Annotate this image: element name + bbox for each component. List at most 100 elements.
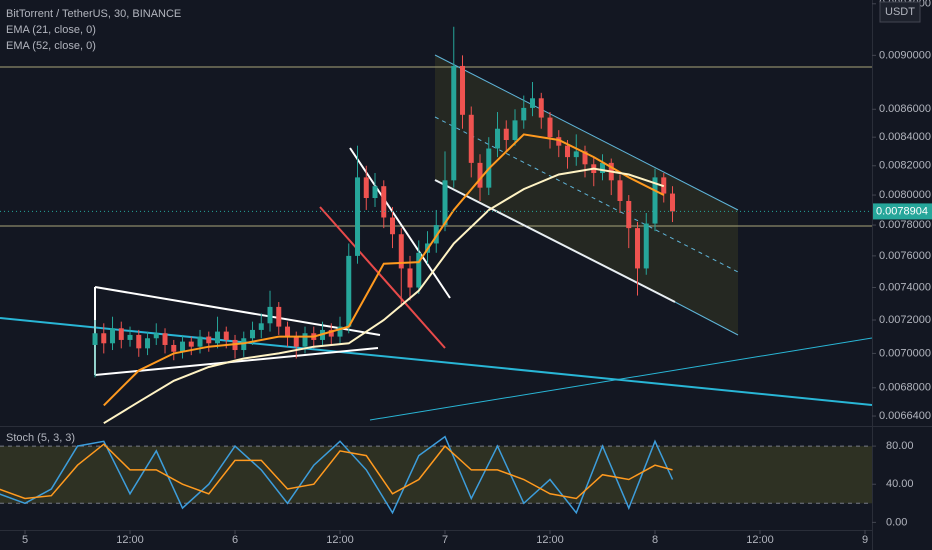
channel-mid (434, 116, 739, 273)
candle-body (355, 177, 361, 256)
candle-body (293, 336, 299, 347)
candle-body (442, 180, 448, 226)
candle-body (223, 331, 229, 340)
y-tick-label: 0.0074000 (879, 281, 931, 293)
candle-body (617, 180, 623, 201)
stoch-pane (0, 435, 872, 515)
candle-body (635, 228, 641, 269)
x-tick-label: 12:00 (116, 534, 144, 546)
candle-body (565, 145, 571, 158)
candle-body (521, 107, 527, 121)
candle-body (197, 336, 203, 347)
candle-body (188, 341, 194, 347)
candle-body (512, 120, 518, 141)
trend-line (369, 337, 872, 421)
candle-body (250, 329, 256, 339)
y-tick-label: 0.0082000 (879, 160, 931, 172)
y-tick-label: 40.00 (886, 478, 914, 490)
candle-body (547, 117, 553, 138)
candle-body (381, 186, 387, 218)
candle-body (600, 162, 606, 174)
axes: 0.0066400 0.0068000 0.0070000 0.0072000 0.00… (22, 0, 932, 546)
line-series (0, 435, 674, 515)
last-price-box (873, 203, 932, 220)
y-tick-label: 0.0070000 (879, 347, 931, 359)
y-tick-label: 80.00 (886, 440, 914, 452)
trend-line (0, 317, 872, 406)
y-tick-label: 0.0076000 (879, 250, 931, 262)
candle-body (363, 177, 369, 199)
x-tick-label: 7 (442, 534, 448, 546)
candle-body (285, 326, 291, 337)
y-tick-label: 0.0072000 (879, 314, 931, 326)
candle-body (171, 344, 177, 352)
candle-body (136, 334, 142, 349)
candle-body (180, 341, 186, 352)
candle-body (346, 255, 352, 327)
y-tick-label: 0.0078000 (879, 219, 931, 231)
candle-body (118, 328, 124, 340)
candle-body (302, 333, 308, 347)
y-tick-label: 0.0066400 (879, 410, 931, 422)
candle-body (468, 114, 474, 163)
candle-body (92, 333, 98, 345)
candle-body (127, 334, 133, 340)
candle-body (538, 98, 544, 118)
candle-body (433, 225, 439, 244)
candle-body (101, 333, 107, 344)
candle-body (206, 336, 212, 344)
candle-body (503, 128, 509, 141)
candle-body (652, 177, 658, 224)
candle-body (276, 306, 282, 327)
legend-entry: EMA (52, close, 0) (6, 40, 96, 52)
candle-body (328, 329, 334, 337)
candle-body (670, 193, 676, 212)
candle-body (267, 306, 273, 324)
channel-lower (674, 301, 739, 336)
candle-body (162, 333, 168, 345)
candle-body (530, 98, 536, 108)
y-tick-label: 0.0068000 (879, 382, 931, 394)
candle-body (407, 268, 413, 288)
line-series (103, 133, 665, 407)
x-tick-label: 12:00 (746, 534, 774, 546)
last-price-label: 0.0078904 (876, 205, 928, 217)
x-tick-label: 9 (862, 534, 868, 546)
y-tick-label: 0.0090000 (879, 49, 931, 61)
candle-body (110, 328, 116, 344)
candle-body (416, 252, 422, 288)
x-tick-label: 12:00 (536, 534, 564, 546)
candle-body (451, 65, 457, 181)
candle-body (643, 223, 649, 269)
candle-body (215, 331, 221, 344)
candle-body (390, 217, 396, 235)
channel-lower-line (434, 179, 676, 303)
candle-body (460, 65, 466, 115)
y-tick-label: 0.00 (886, 516, 907, 528)
candle-body (477, 162, 483, 188)
legend-entry: EMA (21, close, 0) (6, 24, 96, 36)
candle-body (337, 326, 343, 337)
x-tick-label: 5 (22, 534, 28, 546)
chart-title: BitTorrent / TetherUS, 30, BINANCE (6, 8, 181, 20)
candle-body (626, 200, 632, 229)
candle-body (145, 338, 151, 349)
candle-body (398, 234, 404, 269)
currency-box (879, 1, 921, 23)
wedge-line (94, 347, 379, 376)
y-tick-label: 0.0086000 (879, 103, 931, 115)
candle-body (556, 137, 562, 146)
trend-line (319, 206, 446, 349)
y-tick-label: 0.0080000 (879, 189, 931, 201)
candle-body (573, 151, 579, 158)
y-tick-label: 0.0084000 (879, 131, 931, 143)
candle-body (153, 333, 159, 339)
x-tick-label: 6 (232, 534, 238, 546)
x-tick-label: 12:00 (326, 534, 354, 546)
currency: USDT (885, 6, 915, 18)
candle-body (495, 128, 501, 149)
candle-body (372, 186, 378, 199)
